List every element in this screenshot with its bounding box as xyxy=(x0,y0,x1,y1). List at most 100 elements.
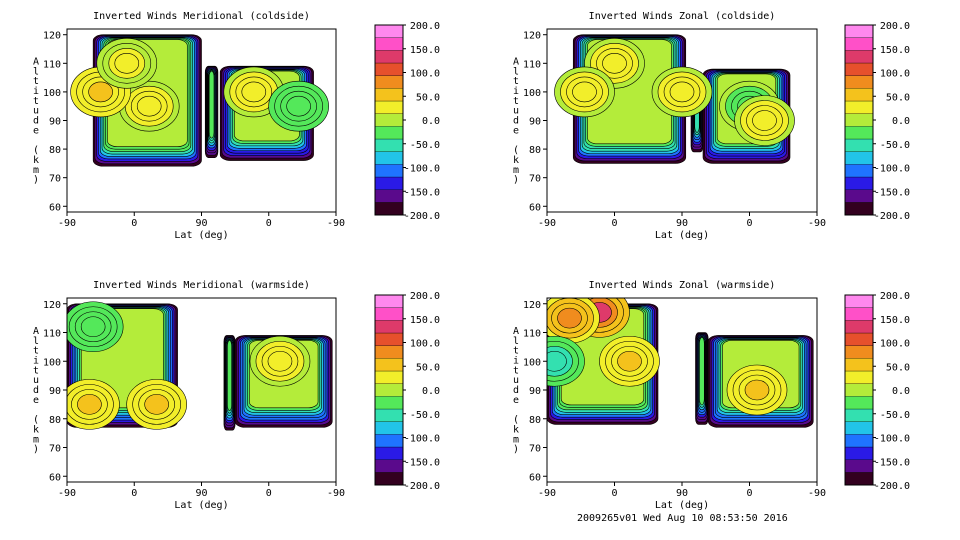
colorbar-swatch xyxy=(374,320,404,334)
colorbar-swatch xyxy=(374,151,404,165)
colorbar-tick-label: -50.0 xyxy=(410,140,440,151)
colorbar-tick-label: 0.0 xyxy=(892,116,910,127)
colorbar-tick-label: 150.0 xyxy=(410,45,440,56)
colorbar-swatch xyxy=(844,88,874,102)
y-tick-label: 110 xyxy=(523,59,541,70)
y-axis-label-char: u xyxy=(513,106,519,117)
colorbar-swatch xyxy=(374,164,404,178)
y-tick-label: 90 xyxy=(49,386,61,397)
colorbar-swatch xyxy=(374,100,404,114)
colorbar-swatch xyxy=(374,370,404,384)
colorbar-swatch xyxy=(374,294,404,308)
y-axis-label-char: m xyxy=(33,165,39,176)
colorbar-tick-label: -200.0 xyxy=(874,481,910,492)
colorbar-swatch xyxy=(844,100,874,114)
colorbar-tick-label: 50.0 xyxy=(886,92,910,103)
y-tick-label: 80 xyxy=(529,415,541,426)
colorbar-tick-label: 50.0 xyxy=(416,362,440,373)
x-tick-label: -90 xyxy=(538,488,556,499)
contour-feature xyxy=(669,81,695,103)
panel-title: Inverted Winds Zonal (warmside) xyxy=(589,280,776,291)
colorbar-swatch xyxy=(844,396,874,410)
y-tick-label: 70 xyxy=(49,174,61,185)
colorbar-tick-label: -200.0 xyxy=(404,481,440,492)
x-tick-label: 90 xyxy=(676,218,688,229)
colorbar-tick-label: -200.0 xyxy=(404,211,440,222)
colorbar-swatch xyxy=(844,459,874,473)
y-axis-label-char: l xyxy=(513,66,519,77)
colorbar-swatch xyxy=(374,307,404,321)
panel-title: Inverted Winds Meridional (warmside) xyxy=(93,280,310,291)
y-tick-label: 110 xyxy=(523,329,541,340)
colorbar-swatch xyxy=(374,408,404,422)
block-band xyxy=(227,339,232,411)
x-tick-label: 0 xyxy=(611,488,617,499)
y-axis-label-char: e xyxy=(33,125,39,136)
x-tick-label: -90 xyxy=(808,218,826,229)
colorbar-swatch xyxy=(844,421,874,435)
colorbar-swatch xyxy=(374,358,404,372)
y-axis-label-char: d xyxy=(513,116,519,127)
panel-4: Inverted Winds Zonal (warmside) -90 0 90 0 -9… xyxy=(513,280,910,511)
colorbar-tick-label: 150.0 xyxy=(880,315,910,326)
colorbar-tick-label: -100.0 xyxy=(404,434,440,445)
colorbar-swatch xyxy=(844,75,874,89)
colorbar-swatch xyxy=(844,151,874,165)
x-tick-label: 0 xyxy=(131,218,137,229)
block-band xyxy=(208,70,215,139)
y-axis-label-char: A xyxy=(33,326,39,337)
colorbar: 200.0 150.0 100.0 50.0 0.0 -50.0 -100.0 -150.0 -… xyxy=(844,291,910,492)
colorbar-swatch xyxy=(374,62,404,76)
colorbar-swatch xyxy=(844,408,874,422)
panel-1: Inverted Winds Meridional (coldside) -90 0… xyxy=(33,11,440,241)
colorbar-swatch xyxy=(374,24,404,38)
data-area xyxy=(547,298,814,428)
y-axis-label-char: k xyxy=(513,155,519,166)
colorbar-swatch xyxy=(374,332,404,346)
colorbar-swatch xyxy=(374,189,404,203)
y-tick-label: 60 xyxy=(529,472,541,483)
y-axis-label-char: u xyxy=(513,375,519,386)
colorbar-tick-label: -150.0 xyxy=(874,187,910,198)
colorbar: 200.0 150.0 100.0 50.0 0.0 -50.0 -100.0 -150.0 -… xyxy=(374,291,440,492)
contour-feature xyxy=(241,81,267,103)
colorbar-swatch xyxy=(844,383,874,397)
contour-feature xyxy=(617,350,642,372)
colorbar-tick-label: -50.0 xyxy=(410,410,440,421)
y-axis-label-char: d xyxy=(33,385,39,396)
y-tick-label: 120 xyxy=(523,31,541,42)
colorbar-swatch xyxy=(374,88,404,102)
x-tick-label: 0 xyxy=(266,218,272,229)
y-axis-label-char: k xyxy=(33,155,39,166)
colorbar-tick-label: 200.0 xyxy=(880,291,910,302)
y-axis-label-char: t xyxy=(513,96,519,107)
colorbar-swatch xyxy=(844,370,874,384)
colorbar-swatch xyxy=(374,446,404,460)
colorbar-swatch xyxy=(374,138,404,152)
contour-feature xyxy=(136,95,162,117)
y-axis-label-char: i xyxy=(33,86,39,97)
colorbar-tick-label: 50.0 xyxy=(416,92,440,103)
colorbar-tick-label: 200.0 xyxy=(880,21,910,32)
colorbar-tick-label: 0.0 xyxy=(892,386,910,397)
y-axis-label-char: m xyxy=(33,434,39,445)
y-axis-label-char: d xyxy=(513,385,519,396)
x-tick-label: -90 xyxy=(538,218,556,229)
y-axis-label-char: t xyxy=(33,76,39,87)
colorbar-tick-label: -150.0 xyxy=(874,457,910,468)
y-tick-label: 90 xyxy=(529,386,541,397)
x-tick-label: -90 xyxy=(808,488,826,499)
x-tick-label: -90 xyxy=(327,218,345,229)
colorbar-tick-label: 150.0 xyxy=(880,45,910,56)
colorbar-tick-label: 100.0 xyxy=(880,339,910,350)
colorbar-swatch xyxy=(374,50,404,64)
y-axis-label-char: t xyxy=(33,346,39,357)
y-axis-label-char: k xyxy=(513,424,519,435)
y-axis-label-char: ) xyxy=(513,444,519,455)
colorbar-swatch xyxy=(844,176,874,190)
colorbar-swatch xyxy=(844,345,874,359)
